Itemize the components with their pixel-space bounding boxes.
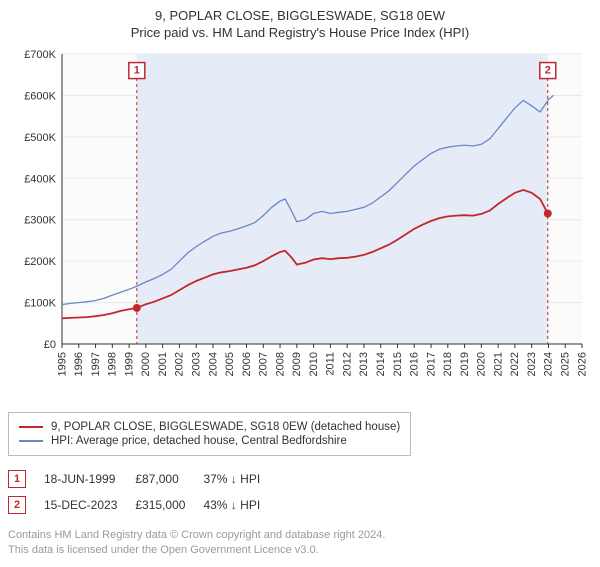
arrow-down-icon [231, 472, 237, 486]
svg-text:2004: 2004 [207, 352, 219, 376]
legend-row: 9, POPLAR CLOSE, BIGGLESWADE, SG18 0EW (… [19, 421, 400, 433]
tx-marker-2: 2 [8, 496, 26, 514]
svg-text:2002: 2002 [174, 352, 186, 376]
svg-text:2005: 2005 [224, 352, 236, 376]
svg-text:£300K: £300K [24, 215, 56, 227]
svg-text:2024: 2024 [543, 352, 555, 376]
svg-text:£200K: £200K [24, 256, 56, 268]
svg-text:2023: 2023 [526, 352, 538, 376]
svg-text:1: 1 [134, 65, 140, 77]
arrow-down-icon [231, 498, 237, 512]
chart-container: 9, POPLAR CLOSE, BIGGLESWADE, SG18 0EW P… [8, 8, 592, 559]
svg-text:2021: 2021 [492, 352, 504, 376]
svg-text:2016: 2016 [409, 352, 421, 376]
price-chart: £0 £100K £200K £300K £400K £500K £600K £700K 199… [8, 44, 592, 404]
table-row: 2 15-DEC-2023 £315,000 43% HPI [8, 492, 278, 518]
svg-text:2013: 2013 [358, 352, 370, 376]
tx-delta: 43% HPI [203, 492, 278, 518]
svg-text:£700K: £700K [24, 49, 56, 61]
svg-text:2018: 2018 [442, 352, 454, 376]
svg-text:1995: 1995 [56, 352, 68, 376]
svg-text:2014: 2014 [375, 352, 387, 376]
footer-line: This data is licensed under the Open Gov… [8, 543, 592, 558]
footer-line: Contains HM Land Registry data © Crown c… [8, 528, 592, 543]
svg-text:1999: 1999 [123, 352, 135, 376]
svg-text:2022: 2022 [509, 352, 521, 376]
svg-text:2026: 2026 [576, 352, 588, 376]
svg-text:2003: 2003 [190, 352, 202, 376]
legend-label: 9, POPLAR CLOSE, BIGGLESWADE, SG18 0EW (… [51, 421, 400, 433]
tx-marker-1: 1 [8, 470, 26, 488]
tx-date: 18-JUN-1999 [44, 466, 135, 492]
table-row: 1 18-JUN-1999 £87,000 37% HPI [8, 466, 278, 492]
svg-text:2000: 2000 [140, 352, 152, 376]
svg-text:£0: £0 [44, 339, 56, 351]
svg-text:£600K: £600K [24, 90, 56, 102]
legend: 9, POPLAR CLOSE, BIGGLESWADE, SG18 0EW (… [8, 412, 411, 456]
svg-text:2001: 2001 [157, 352, 169, 376]
svg-text:1998: 1998 [107, 352, 119, 376]
transactions-table: 1 18-JUN-1999 £87,000 37% HPI 2 15-DEC-2… [8, 466, 278, 518]
svg-text:2010: 2010 [308, 352, 320, 376]
title-subtitle: Price paid vs. HM Land Registry's House … [8, 25, 592, 40]
svg-text:£500K: £500K [24, 132, 56, 144]
svg-text:£400K: £400K [24, 173, 56, 185]
legend-swatch-blue [19, 440, 43, 442]
svg-text:1997: 1997 [90, 352, 102, 376]
svg-text:2017: 2017 [425, 352, 437, 376]
legend-row: HPI: Average price, detached house, Cent… [19, 435, 400, 447]
title-address: 9, POPLAR CLOSE, BIGGLESWADE, SG18 0EW [8, 8, 592, 23]
svg-text:2015: 2015 [392, 352, 404, 376]
svg-text:2025: 2025 [560, 352, 572, 376]
svg-text:2012: 2012 [341, 352, 353, 376]
tx-delta: 37% HPI [203, 466, 278, 492]
svg-text:2019: 2019 [459, 352, 471, 376]
svg-text:1996: 1996 [73, 352, 85, 376]
tx-price: £87,000 [135, 466, 203, 492]
chart-title-block: 9, POPLAR CLOSE, BIGGLESWADE, SG18 0EW P… [8, 8, 592, 40]
legend-label: HPI: Average price, detached house, Cent… [51, 435, 347, 447]
tx-date: 15-DEC-2023 [44, 492, 135, 518]
svg-text:2007: 2007 [258, 352, 270, 376]
footer-licence: Contains HM Land Registry data © Crown c… [8, 528, 592, 559]
svg-text:2020: 2020 [476, 352, 488, 376]
tx-price: £315,000 [135, 492, 203, 518]
svg-text:2006: 2006 [241, 352, 253, 376]
svg-text:2008: 2008 [274, 352, 286, 376]
svg-text:2: 2 [545, 65, 551, 77]
svg-text:2009: 2009 [291, 352, 303, 376]
legend-swatch-red [19, 426, 43, 428]
svg-text:2011: 2011 [325, 352, 337, 376]
svg-text:£100K: £100K [24, 298, 56, 310]
